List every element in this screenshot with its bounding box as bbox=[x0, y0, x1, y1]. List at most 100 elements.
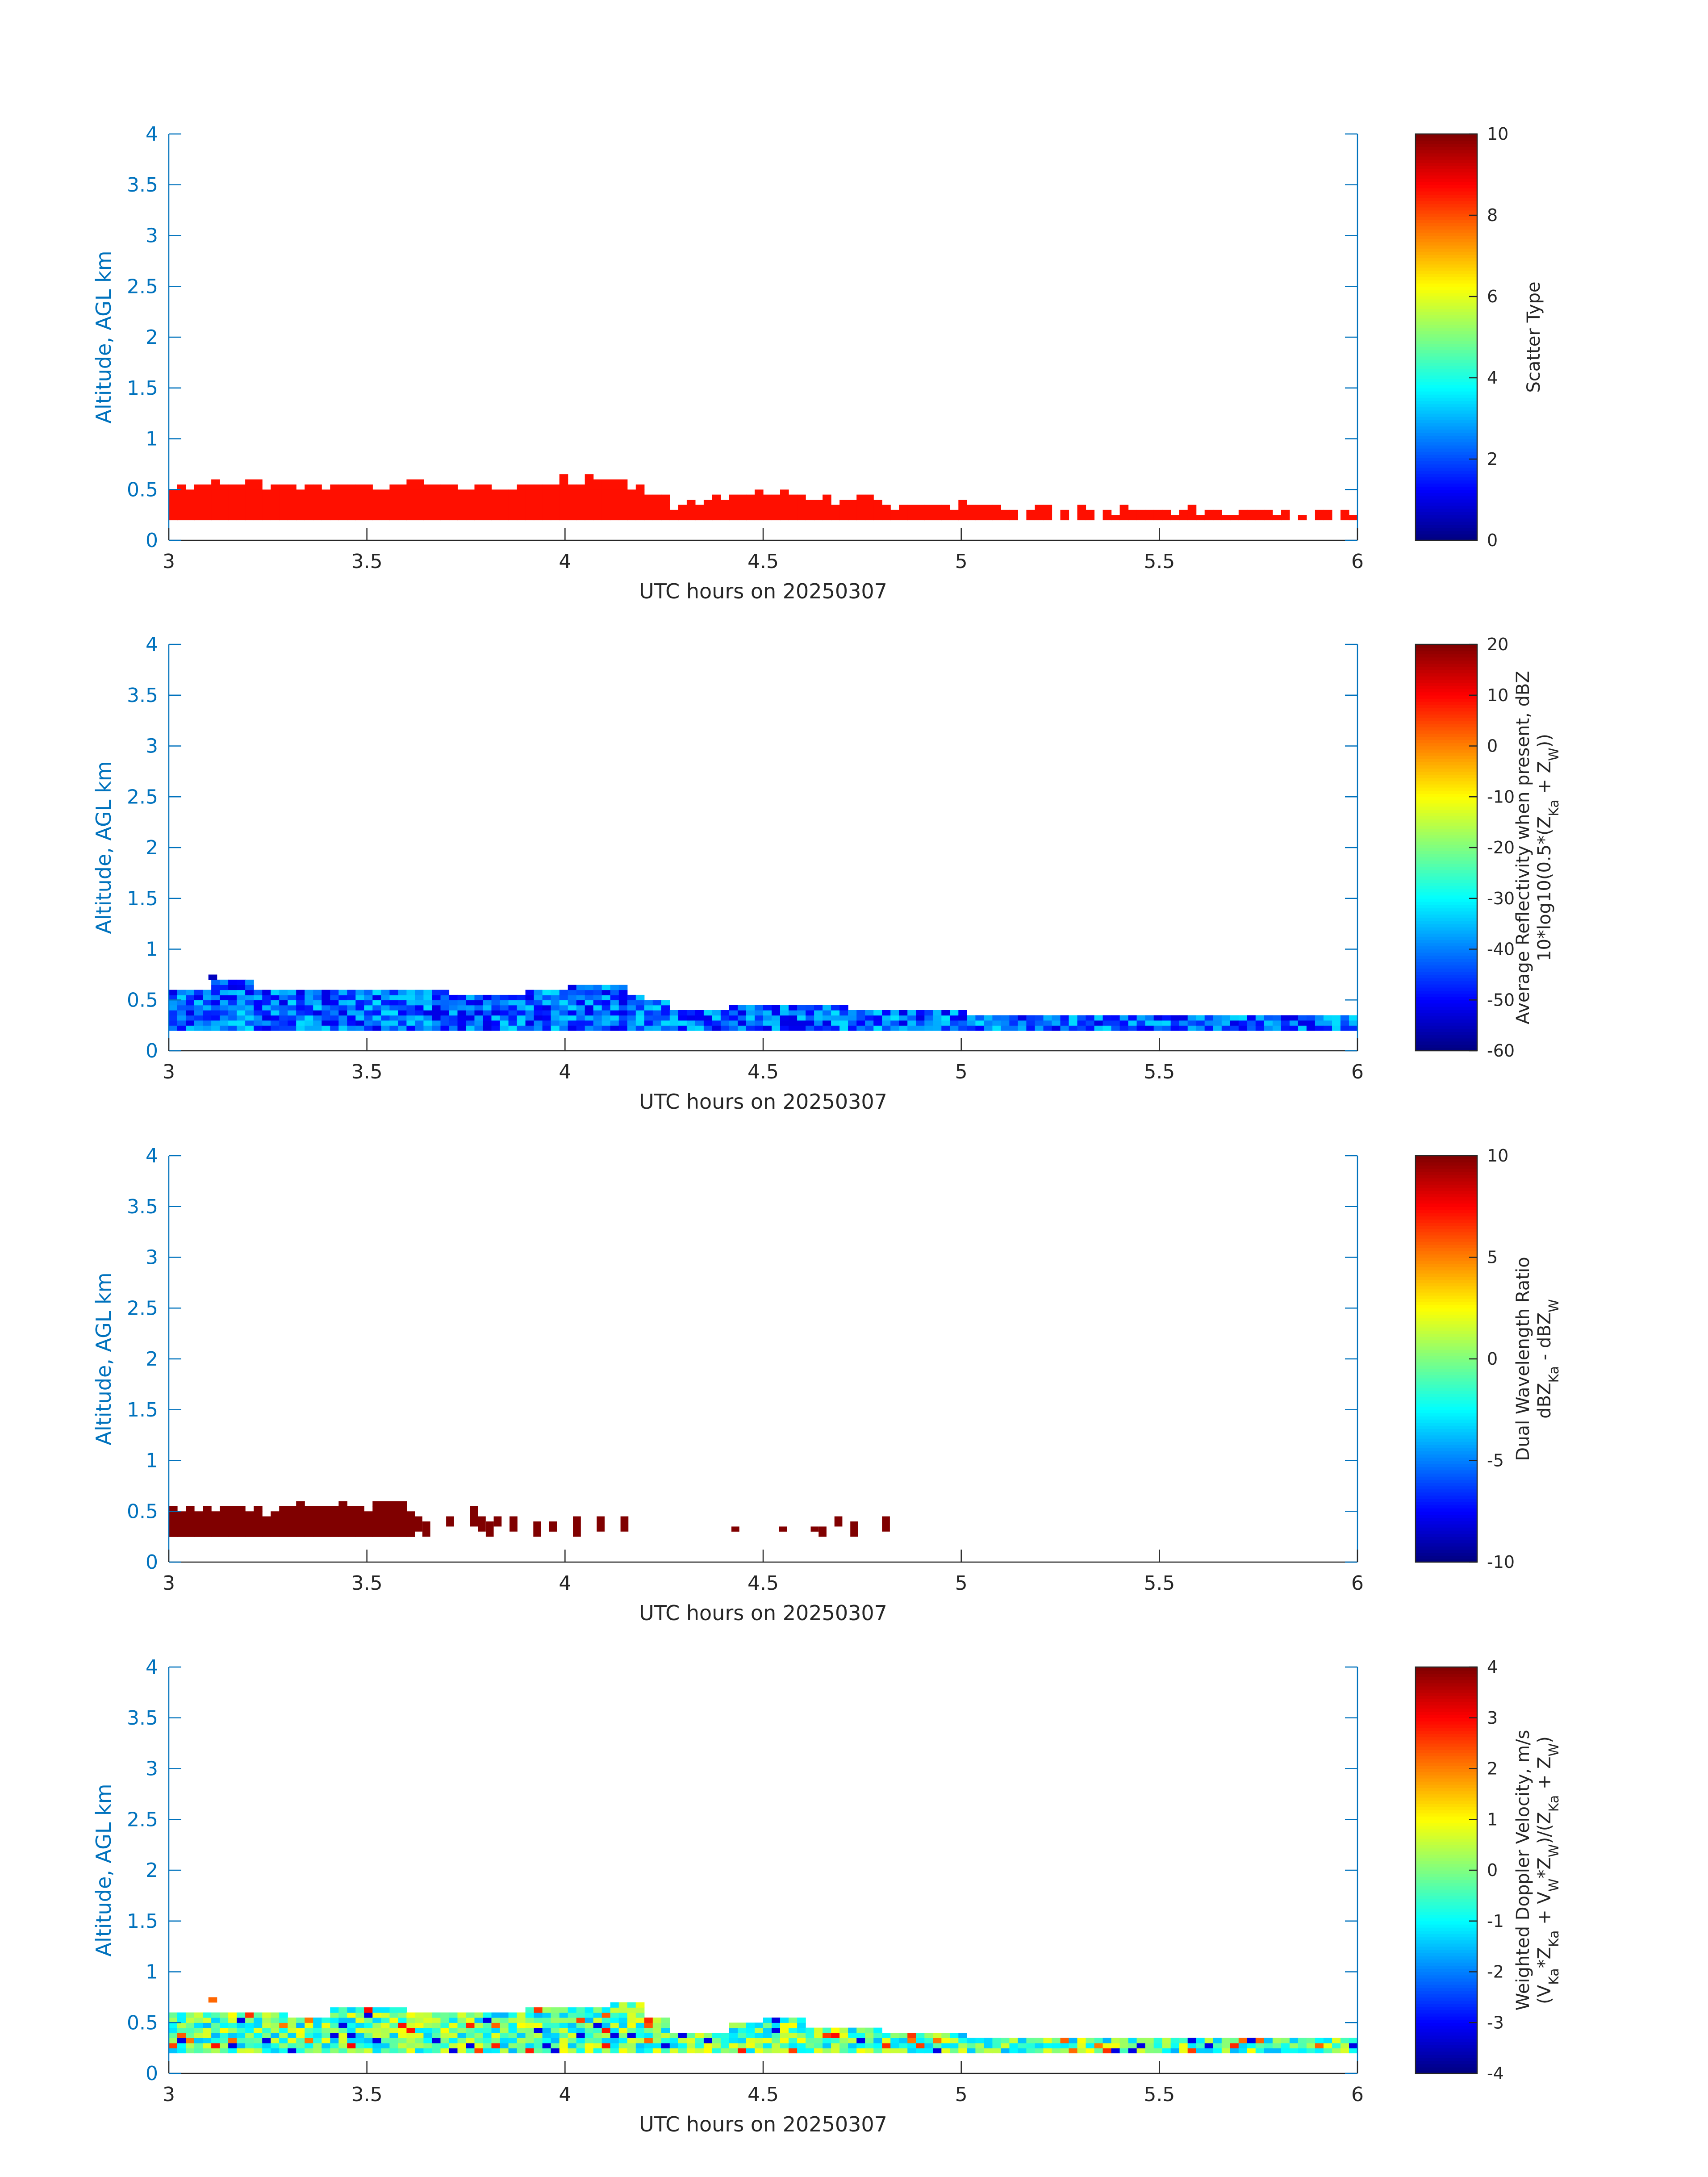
colorbar-tick-label: -10 bbox=[1487, 787, 1515, 806]
data-cell bbox=[576, 2048, 585, 2054]
data-cell bbox=[237, 500, 246, 505]
data-cell bbox=[1315, 510, 1324, 515]
data-cell bbox=[975, 505, 984, 510]
data-cell bbox=[593, 1020, 602, 1026]
data-cell bbox=[457, 994, 467, 1000]
data-cell bbox=[203, 2038, 212, 2043]
data-cell bbox=[738, 1020, 747, 1026]
data-cell bbox=[772, 2022, 781, 2028]
data-cell bbox=[652, 1005, 662, 1011]
data-cell bbox=[1001, 1020, 1010, 1026]
colorbar-step bbox=[1416, 1454, 1477, 1458]
data-cell bbox=[169, 1005, 178, 1011]
data-cell bbox=[389, 1521, 398, 1527]
data-cell bbox=[576, 510, 585, 515]
data-cell bbox=[203, 1506, 212, 1512]
data-cell bbox=[322, 1010, 330, 1015]
data-cell bbox=[313, 994, 322, 1000]
data-cell bbox=[865, 2048, 874, 2054]
data-cell bbox=[389, 1501, 398, 1507]
data-cell bbox=[338, 2022, 347, 2028]
data-cell bbox=[958, 1010, 967, 1015]
colorbar-step bbox=[1416, 172, 1477, 176]
data-cell bbox=[254, 2012, 263, 2018]
data-cell bbox=[305, 1506, 313, 1512]
data-cell bbox=[364, 505, 373, 510]
data-cell bbox=[890, 1010, 899, 1015]
data-cell bbox=[1281, 2043, 1290, 2048]
colorbar-step bbox=[1416, 2000, 1477, 2004]
colorbar-step bbox=[1416, 1673, 1477, 1677]
data-cell bbox=[1119, 510, 1129, 515]
data-cell bbox=[457, 2038, 467, 2043]
data-cell bbox=[703, 2048, 713, 2054]
data-cell bbox=[593, 985, 602, 990]
data-cell bbox=[211, 2033, 220, 2038]
data-cell bbox=[738, 494, 747, 500]
data-cell bbox=[542, 1025, 551, 1031]
data-cell bbox=[491, 2017, 501, 2023]
data-cell bbox=[483, 489, 492, 495]
data-cell bbox=[398, 1506, 407, 1512]
data-cell bbox=[296, 2033, 305, 2038]
data-cell bbox=[483, 500, 492, 505]
colorbar-step bbox=[1416, 787, 1477, 791]
data-cell bbox=[789, 494, 798, 500]
data-cell bbox=[618, 1020, 628, 1026]
data-cell bbox=[763, 2017, 772, 2023]
colorbar-step bbox=[1416, 1845, 1477, 1849]
data-cell bbox=[601, 1025, 611, 1031]
data-cell bbox=[644, 1015, 653, 1021]
colorbar-step bbox=[1416, 229, 1477, 233]
data-cell bbox=[1128, 1020, 1137, 1026]
data-cell bbox=[432, 1005, 441, 1011]
data-cell bbox=[652, 1020, 662, 1026]
data-cell bbox=[330, 1506, 339, 1512]
data-cell bbox=[924, 1020, 933, 1026]
data-cell bbox=[228, 505, 237, 510]
data-cell bbox=[1102, 510, 1112, 515]
data-cell bbox=[517, 515, 526, 521]
data-cell bbox=[618, 500, 628, 505]
data-cell bbox=[474, 2048, 484, 2054]
data-cell bbox=[508, 994, 518, 1000]
data-cell bbox=[627, 2038, 636, 2043]
data-cell bbox=[194, 1000, 203, 1006]
data-cell bbox=[652, 1015, 662, 1021]
data-cell bbox=[967, 1020, 976, 1026]
data-cell bbox=[406, 2017, 415, 2023]
data-cell bbox=[338, 994, 347, 1000]
data-cell bbox=[899, 1015, 908, 1021]
data-cell bbox=[585, 985, 594, 990]
colorbar-step bbox=[1416, 2048, 1477, 2052]
data-cell bbox=[381, 489, 390, 495]
data-cell bbox=[738, 500, 747, 505]
data-cell bbox=[322, 2022, 330, 2028]
data-cell bbox=[1145, 1025, 1154, 1031]
data-cell bbox=[372, 1521, 381, 1527]
colorbar-step bbox=[1416, 283, 1477, 287]
data-cell bbox=[686, 1025, 696, 1031]
data-cell bbox=[1069, 2043, 1078, 2048]
data-cell bbox=[288, 994, 296, 1000]
data-cell bbox=[661, 1015, 670, 1021]
data-cell bbox=[772, 505, 781, 510]
data-cell bbox=[933, 1020, 942, 1026]
data-cell bbox=[568, 2038, 577, 2043]
data-cell bbox=[1077, 510, 1086, 515]
colorbar-step bbox=[1416, 806, 1477, 810]
data-cell bbox=[1298, 2038, 1307, 2043]
data-cell bbox=[644, 2043, 653, 2048]
data-cell bbox=[597, 1516, 605, 1532]
data-cell bbox=[746, 515, 755, 521]
data-cell bbox=[440, 990, 450, 995]
data-cell bbox=[330, 994, 339, 1000]
colorbar-step bbox=[1416, 267, 1477, 271]
data-cell bbox=[228, 510, 237, 515]
data-cell bbox=[1323, 1025, 1332, 1031]
colorbar-step bbox=[1416, 1829, 1477, 1833]
data-cell bbox=[576, 500, 585, 505]
colorbar-step bbox=[1416, 822, 1477, 826]
data-cell bbox=[245, 1531, 254, 1537]
